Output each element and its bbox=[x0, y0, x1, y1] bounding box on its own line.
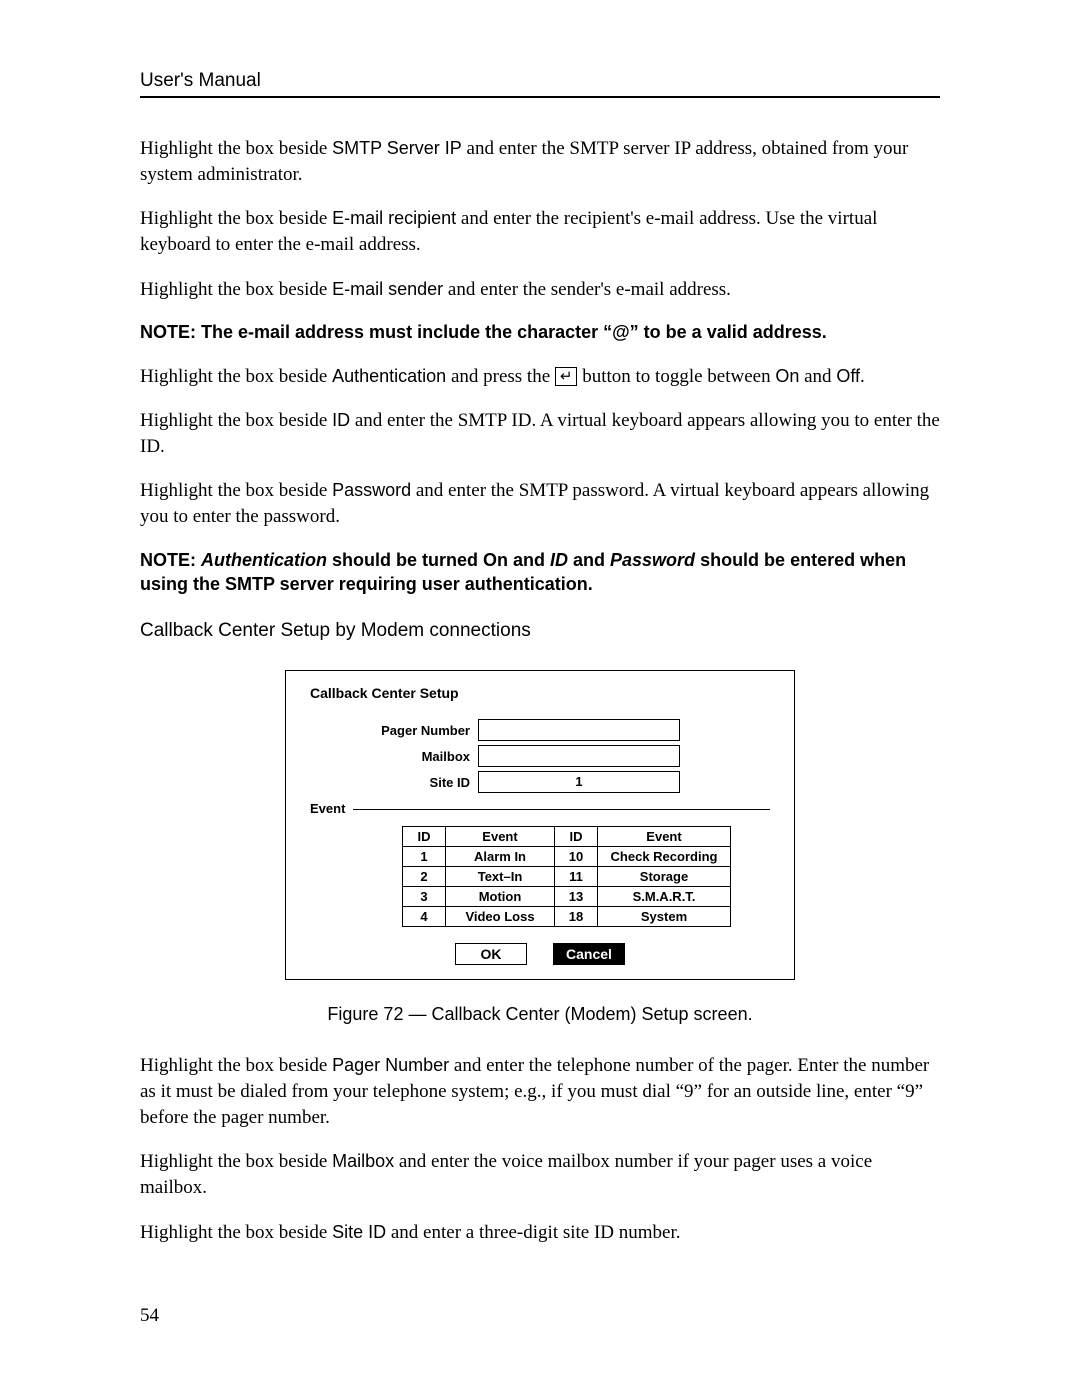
value-on: On bbox=[775, 366, 799, 386]
para-email-sender: Highlight the box beside E-mail sender a… bbox=[140, 277, 940, 303]
th-event-right: Event bbox=[598, 827, 731, 847]
th-id-right: ID bbox=[555, 827, 598, 847]
para-pager-number: Highlight the box beside Pager Number an… bbox=[140, 1053, 940, 1130]
input-pager-number[interactable] bbox=[478, 719, 680, 741]
header-title: User's Manual bbox=[140, 70, 261, 91]
field-name-email-recipient: E-mail recipient bbox=[332, 208, 456, 228]
field-name-email-sender: E-mail sender bbox=[332, 279, 443, 299]
th-event-left: Event bbox=[446, 827, 555, 847]
para-mailbox: Highlight the box beside Mailbox and ent… bbox=[140, 1149, 940, 1200]
para-authentication: Highlight the box beside Authentication … bbox=[140, 364, 940, 390]
label-pager-number: Pager Number bbox=[310, 723, 478, 738]
dialog-button-row: OK Cancel bbox=[310, 943, 770, 965]
section-subhead: Callback Center Setup by Modem connectio… bbox=[140, 620, 940, 642]
document-page: User's Manual Highlight the box beside S… bbox=[0, 0, 1080, 1397]
label-mailbox: Mailbox bbox=[310, 749, 478, 764]
form-row-siteid: Site ID 1 bbox=[310, 771, 770, 793]
field-name-authentication: Authentication bbox=[332, 366, 446, 386]
field-name-id: ID bbox=[332, 410, 350, 430]
field-name-smtp: SMTP Server IP bbox=[332, 138, 462, 158]
enter-icon: ↵ bbox=[555, 367, 578, 386]
callback-center-dialog: Callback Center Setup Pager Number Mailb… bbox=[285, 670, 795, 980]
value-off: Off bbox=[836, 366, 860, 386]
table-row: 4 Video Loss 18 System bbox=[403, 907, 731, 927]
field-name-pager-number: Pager Number bbox=[332, 1055, 449, 1075]
event-table: ID Event ID Event 1 Alarm In 10 Check Re… bbox=[402, 826, 731, 927]
para-password: Highlight the box beside Password and en… bbox=[140, 478, 940, 529]
form-row-mailbox: Mailbox bbox=[310, 745, 770, 767]
event-legend: Event bbox=[310, 801, 353, 816]
input-siteid[interactable]: 1 bbox=[478, 771, 680, 793]
label-siteid: Site ID bbox=[310, 775, 478, 790]
event-fieldset: Event ID Event ID Event 1 Al bbox=[310, 809, 770, 927]
table-row: 2 Text–In 11 Storage bbox=[403, 867, 731, 887]
page-header: User's Manual bbox=[140, 70, 940, 98]
input-mailbox[interactable] bbox=[478, 745, 680, 767]
table-row: 1 Alarm In 10 Check Recording bbox=[403, 847, 731, 867]
field-name-siteid: Site ID bbox=[332, 1222, 386, 1242]
note-email-at: NOTE: The e-mail address must include th… bbox=[140, 320, 940, 344]
page-number: 54 bbox=[140, 1305, 159, 1327]
dialog-title: Callback Center Setup bbox=[310, 685, 770, 701]
th-id-left: ID bbox=[403, 827, 446, 847]
note-authentication: NOTE: Authentication should be turned On… bbox=[140, 548, 940, 597]
table-row: 3 Motion 13 S.M.A.R.T. bbox=[403, 887, 731, 907]
field-name-password: Password bbox=[332, 480, 411, 500]
para-id: Highlight the box beside ID and enter th… bbox=[140, 408, 940, 459]
para-email-recipient: Highlight the box beside E-mail recipien… bbox=[140, 206, 940, 257]
cancel-button[interactable]: Cancel bbox=[553, 943, 625, 965]
ok-button[interactable]: OK bbox=[455, 943, 527, 965]
form-row-pager: Pager Number bbox=[310, 719, 770, 741]
para-smtp-server: Highlight the box beside SMTP Server IP … bbox=[140, 136, 940, 187]
figure-caption: Figure 72 — Callback Center (Modem) Setu… bbox=[140, 1004, 940, 1025]
field-name-mailbox: Mailbox bbox=[332, 1151, 394, 1171]
para-siteid: Highlight the box beside Site ID and ent… bbox=[140, 1220, 940, 1246]
